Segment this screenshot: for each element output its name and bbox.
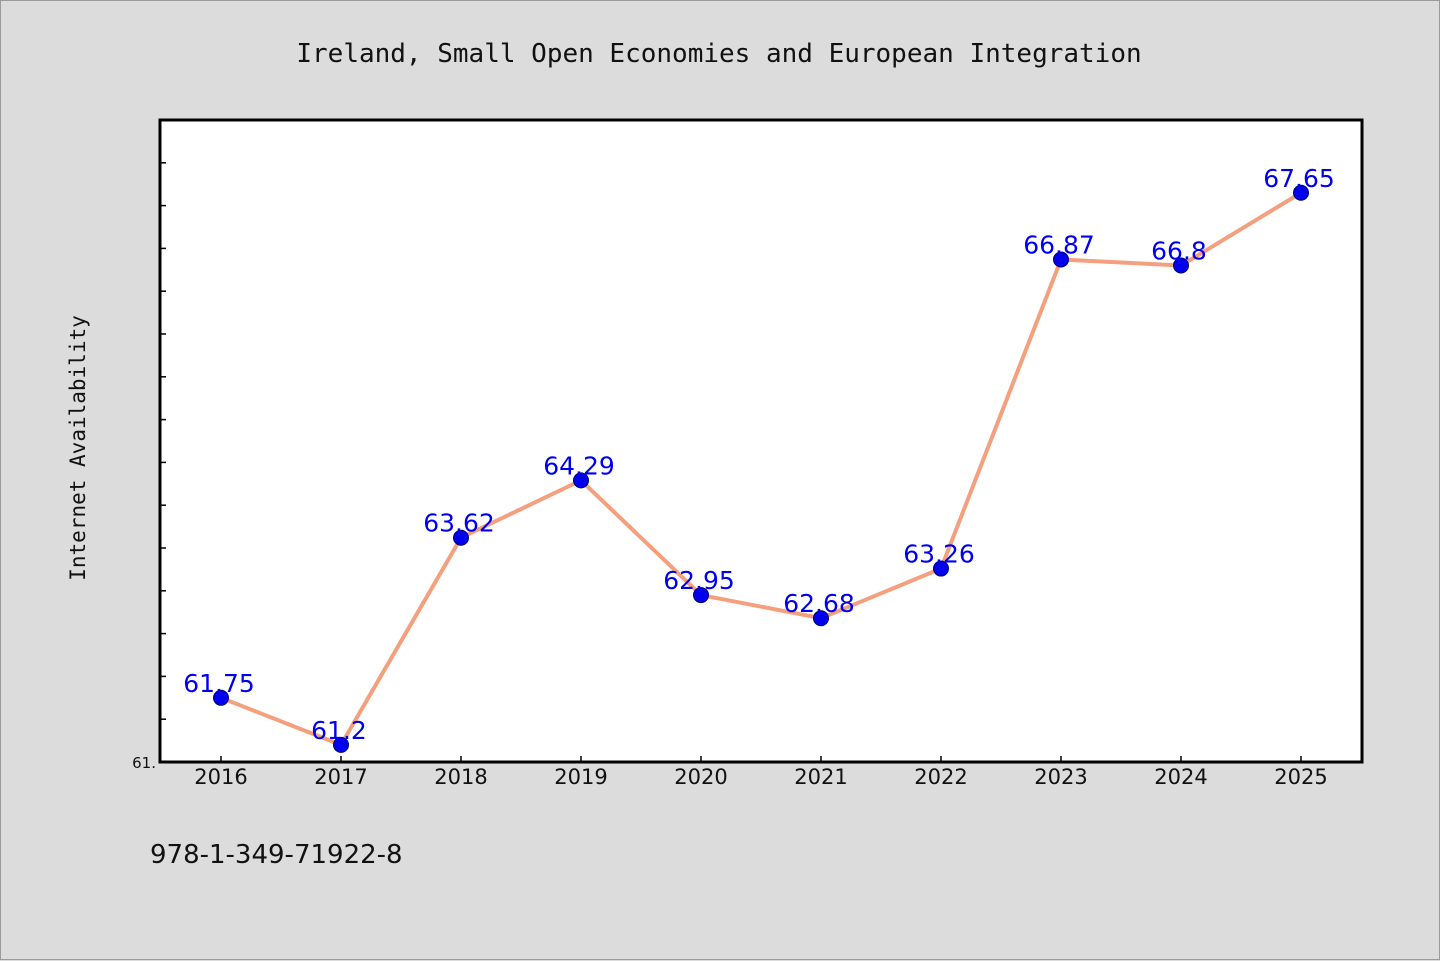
data-label: 66.87 (1023, 231, 1095, 260)
x-tick-label: 2019 (554, 765, 607, 789)
data-point-marker (1173, 257, 1189, 274)
x-tick-label: 2017 (314, 765, 367, 789)
data-point-marker (333, 736, 349, 753)
data-label: 63.62 (423, 509, 495, 538)
data-label: 61.2 (311, 716, 367, 745)
data-label: 62.95 (663, 566, 735, 595)
footnote-isbn: 978-1-349-71922-8 (150, 840, 403, 870)
y-axis-label: Internet Availability (66, 315, 90, 581)
data-point-marker (213, 689, 229, 706)
x-axis-ticks: 2016 2017 2018 2019 2020 2021 2022 2023 2024 2025 (194, 756, 1328, 789)
y-axis-min-label: 61. (132, 754, 156, 772)
chart-title: Ireland, Small Open Economies and Europe… (296, 39, 1141, 69)
data-point-marker (453, 529, 469, 546)
data-label: 64.29 (543, 451, 615, 480)
data-point-marker (1053, 251, 1069, 268)
plot-border (158, 118, 1364, 764)
x-tick-label: 2021 (794, 765, 847, 789)
x-tick-label: 2016 (194, 765, 247, 789)
x-tick-label: 2020 (674, 765, 727, 789)
data-label: 66.8 (1151, 237, 1207, 266)
data-label: 67.65 (1263, 164, 1335, 193)
data-point-marker (573, 472, 589, 489)
data-labels: 61.75 61.2 63.62 64.29 62.95 62.68 63.26 66.87 6… (183, 164, 1335, 745)
data-point-marker (813, 610, 829, 627)
x-tick-label: 2024 (1154, 765, 1207, 789)
x-tick-label: 2022 (914, 765, 967, 789)
data-label: 63.26 (903, 540, 975, 569)
data-label: 61.75 (183, 669, 255, 698)
series-line (219, 190, 1303, 747)
x-tick-label: 2018 (434, 765, 487, 789)
data-point-marker (693, 587, 709, 604)
plot-area (160, 120, 1362, 762)
series-markers (213, 184, 1309, 753)
x-tick-label: 2025 (1274, 765, 1327, 789)
x-tick-label: 2023 (1034, 765, 1087, 789)
data-label: 62.68 (783, 589, 855, 618)
data-point-marker (1293, 184, 1309, 201)
data-point-marker (933, 560, 949, 577)
